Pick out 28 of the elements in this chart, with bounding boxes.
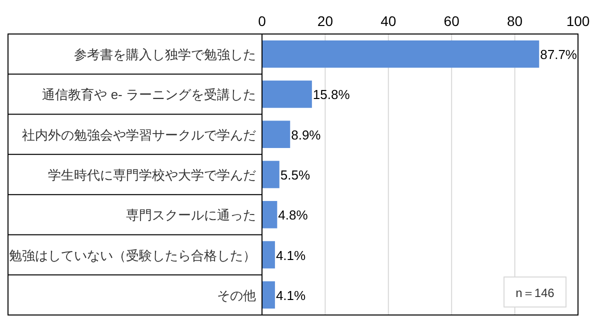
y-tick-label: 学生時代に専門学校や大学で学んだ [48, 168, 256, 182]
data-label: 4.1% [276, 248, 306, 263]
bar [262, 80, 312, 108]
y-tick-label: その他 [217, 288, 256, 303]
x-tick-label: 100 [566, 13, 590, 29]
bar [262, 241, 275, 268]
bar [262, 40, 540, 68]
annotation: n＝146 [516, 286, 555, 300]
x-tick-label: 60 [444, 13, 460, 29]
y-tick-label: 勉強はしていない（受験したら合格した） [9, 248, 256, 263]
x-tick-label: 20 [317, 13, 334, 29]
data-label: 87.7% [540, 47, 578, 62]
bar [262, 281, 275, 309]
x-tick-label: 40 [380, 13, 396, 29]
x-tick-label: 80 [507, 13, 523, 29]
data-label: 4.8% [278, 208, 308, 223]
data-label: 15.8% [312, 87, 350, 102]
y-tick-label: 参考書を購入し独学で勉強した [74, 47, 256, 62]
data-label: 5.5% [280, 168, 310, 182]
y-tick-label: 通信教育や e- ラーニングを受講した [42, 87, 256, 102]
bar [262, 200, 278, 228]
x-tick-label: 0 [258, 13, 266, 29]
bar [262, 120, 290, 148]
bar [262, 160, 280, 188]
data-label: 4.1% [276, 288, 306, 303]
y-tick-label: 専門スクールに通った [126, 208, 256, 223]
data-label: 8.9% [291, 127, 322, 142]
y-tick-label: 社内外の勉強会や学習サークルで学んだ [22, 127, 256, 142]
